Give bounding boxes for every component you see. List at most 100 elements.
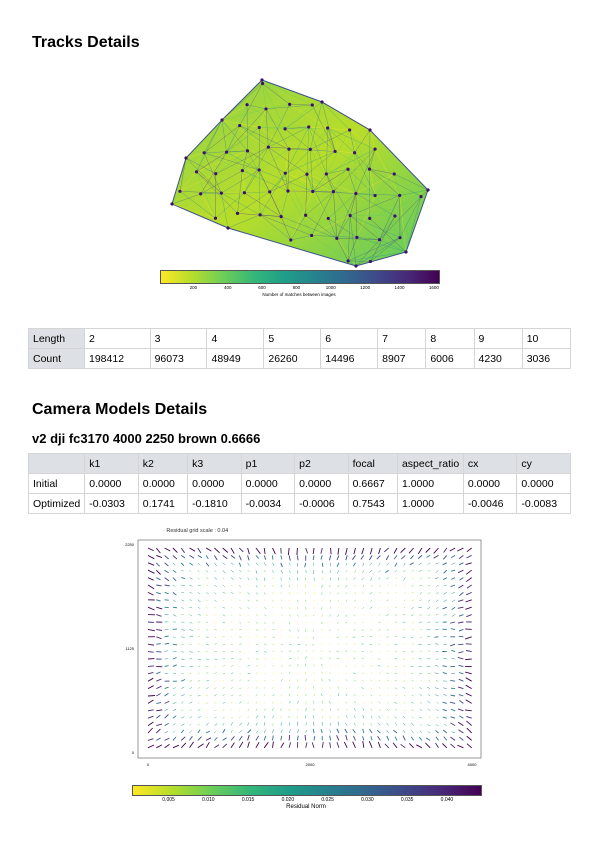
residual-vector	[164, 744, 170, 749]
residual-vector	[239, 570, 242, 573]
table-cell: 0.1741	[137, 493, 189, 514]
residual-vector	[449, 547, 456, 552]
column-header: k1	[84, 453, 139, 474]
residual-vector	[345, 687, 348, 689]
residual-vector	[403, 577, 406, 581]
residual-vector	[362, 702, 364, 704]
track-node	[377, 238, 382, 242]
track-edge	[259, 190, 289, 215]
residual-vector	[320, 650, 323, 652]
residual-vector	[459, 715, 464, 719]
residual-vector	[457, 606, 464, 609]
residual-vector	[197, 695, 201, 697]
tracks-length-table: Length 2 3 4 5 6 7 8 9 10 Count 198412 9…	[28, 328, 572, 369]
residual-vector	[312, 562, 315, 566]
residual-vector	[458, 614, 464, 617]
column-header: p2	[294, 453, 349, 474]
track-node	[310, 103, 314, 107]
residual-vector	[172, 722, 176, 726]
residual-vector	[264, 621, 267, 625]
residual-vector	[222, 547, 229, 553]
residual-vector	[156, 628, 163, 631]
residual-vector	[247, 702, 249, 704]
residual-vector	[402, 686, 406, 689]
residual-vector	[305, 693, 307, 697]
residual-vector	[457, 721, 464, 726]
track-node	[326, 126, 330, 130]
residual-vector	[451, 658, 456, 660]
track-node	[320, 100, 324, 104]
residual-vector	[247, 570, 250, 572]
track-node	[226, 226, 230, 230]
tracks-title: Tracks Details	[32, 34, 140, 51]
track-node	[368, 259, 372, 264]
track-node	[348, 128, 352, 132]
residual-vector	[465, 684, 472, 689]
residual-vector	[247, 555, 250, 561]
residual-vector	[412, 577, 414, 580]
residual-vector	[370, 621, 373, 623]
residual-vector	[264, 673, 266, 675]
track-edge	[289, 104, 313, 106]
residual-vector	[247, 687, 249, 689]
table-cell: 0.6667	[347, 473, 398, 494]
track-edge	[312, 173, 327, 192]
track-edge	[204, 152, 243, 171]
residual-vector	[362, 562, 365, 567]
residual-vector	[222, 621, 226, 624]
residual-vector	[264, 607, 267, 609]
track-edge	[348, 251, 407, 262]
track-node	[257, 168, 261, 172]
residual-vector	[255, 708, 258, 711]
residual-vector	[255, 562, 259, 566]
residual-vector	[280, 570, 284, 574]
track-edge	[306, 174, 334, 192]
residual-vector	[394, 736, 398, 741]
residual-vector	[147, 651, 154, 653]
track-edge	[268, 146, 308, 175]
residual-vector	[451, 731, 456, 734]
track-edge	[328, 193, 357, 219]
residual-vector	[435, 562, 439, 565]
residual-vector	[205, 730, 211, 734]
residual-vector	[435, 606, 439, 610]
residual-vector	[329, 665, 331, 667]
track-node	[220, 118, 224, 122]
residual-vector	[419, 584, 423, 587]
track-edge	[196, 171, 238, 214]
residual-vector	[181, 569, 184, 572]
residual-vector	[451, 606, 456, 610]
track-edge	[285, 127, 328, 130]
residual-vector	[272, 693, 275, 697]
residual-vector	[272, 592, 274, 595]
track-edge	[333, 191, 376, 196]
residual-vector	[337, 686, 340, 689]
column-header: aspect_ratio	[396, 453, 464, 474]
residual-vector	[197, 743, 204, 749]
track-edge	[354, 129, 371, 153]
residual-vector	[147, 584, 155, 590]
residual-vector	[222, 614, 226, 617]
residual-vector	[147, 715, 154, 719]
residual-vector	[239, 701, 242, 704]
residual-vector	[255, 730, 259, 734]
residual-vector	[280, 735, 283, 741]
track-edge	[203, 152, 222, 194]
residual-vector	[189, 672, 192, 675]
residual-vector	[255, 701, 258, 704]
residual-vector	[272, 577, 274, 580]
residual-vector	[222, 584, 225, 587]
residual-vector	[181, 716, 185, 719]
track-edge	[394, 173, 400, 196]
residual-vector	[172, 606, 178, 609]
track-node	[392, 172, 396, 176]
residual-vector	[206, 702, 208, 704]
residual-vector	[247, 614, 249, 616]
residual-vector	[288, 722, 291, 726]
residual-vector	[272, 735, 274, 741]
residual-vector	[189, 701, 193, 704]
track-edge	[306, 174, 313, 192]
residual-vector	[272, 741, 274, 748]
row-label: Initial	[27, 473, 86, 494]
residual-vector	[379, 687, 381, 689]
